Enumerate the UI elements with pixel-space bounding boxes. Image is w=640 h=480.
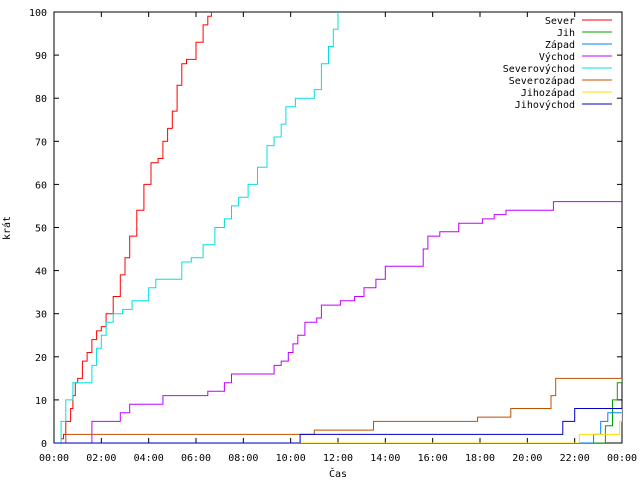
x-axis: 00:00 02:00 04:00 06:00 08:00 10:00 12:00 14:00… <box>39 12 637 464</box>
legend-label-sever: Sever <box>545 16 575 27</box>
series-line-jihovychod <box>54 408 622 443</box>
x-tick-label: 16:00 <box>418 453 448 464</box>
y-tick-label: 30 <box>35 310 47 321</box>
series-line-sever <box>61 12 212 440</box>
x-tick-label: 20:00 <box>512 453 542 464</box>
y-tick-label: 60 <box>35 180 47 191</box>
series-line-jih <box>54 378 622 443</box>
legend-label-jihovychod: Jihovýchod <box>515 99 575 111</box>
y-tick-label: 40 <box>35 267 47 278</box>
legend: SeverJihZápadVýchodSeverovýchodSeverozáp… <box>503 16 612 111</box>
x-tick-label: 14:00 <box>370 453 400 464</box>
y-tick-label: 10 <box>35 396 47 407</box>
x-tick-label: 00:00 <box>39 453 69 464</box>
x-tick-label: 18:00 <box>465 453 495 464</box>
x-tick-label: 00:00 <box>607 453 637 464</box>
legend-label-vychod: Východ <box>539 51 575 63</box>
x-tick-label: 02:00 <box>86 453 116 464</box>
legend-label-zapad: Západ <box>545 39 575 51</box>
y-tick-label: 50 <box>35 224 47 235</box>
series-line-vychod <box>65 201 622 443</box>
y-tick-label: 70 <box>35 137 47 148</box>
x-tick-label: 10:00 <box>276 453 306 464</box>
legend-label-jih: Jih <box>557 28 575 39</box>
x-tick-label: 08:00 <box>228 453 258 464</box>
legend-label-severozapad: Severozápad <box>509 75 575 87</box>
y-axis-label: krát <box>1 216 13 240</box>
series-line-severozapad <box>63 377 622 443</box>
series-line-severovychod <box>56 12 339 443</box>
y-tick-label: 90 <box>35 51 47 62</box>
y-tick-label: 0 <box>41 439 47 450</box>
x-tick-label: 12:00 <box>323 453 353 464</box>
x-tick-label: 06:00 <box>181 453 211 464</box>
x-axis-label: Čas <box>329 467 347 480</box>
y-tick-label: 80 <box>35 94 47 105</box>
legend-label-severovychod: Severovýchod <box>503 63 575 75</box>
series-line-jihozapad <box>54 408 622 443</box>
y-tick-label: 100 <box>29 8 47 19</box>
x-tick-label: 04:00 <box>134 453 164 464</box>
y-tick-label: 20 <box>35 353 47 364</box>
legend-label-jihozapad: Jihozápad <box>521 87 575 99</box>
series-line-zapad <box>54 408 622 443</box>
x-tick-label: 22:00 <box>560 453 590 464</box>
series-lines <box>54 12 622 443</box>
y-axis: 0 10 20 30 40 50 60 70 80 90 100 <box>29 8 622 450</box>
